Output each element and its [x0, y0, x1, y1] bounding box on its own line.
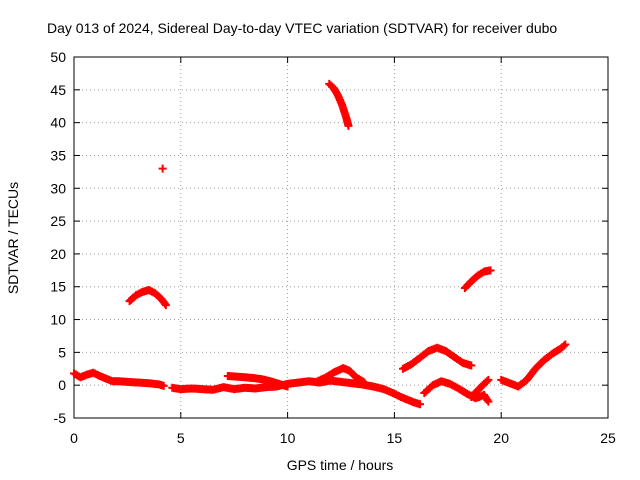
y-tick-label: 45 — [50, 82, 66, 98]
chart-title: Day 013 of 2024, Sidereal Day-to-day VTE… — [47, 20, 557, 36]
data-point-baseline-b — [416, 400, 425, 409]
data-point-bump-3h — [161, 301, 170, 310]
data-point-rise-19h — [482, 377, 491, 386]
y-tick-label: 0 — [58, 377, 66, 393]
y-tick-label: 10 — [50, 312, 66, 328]
data-points — [70, 79, 570, 409]
x-axis-title: GPS time / hours — [287, 457, 394, 473]
data-point-point-4h — [158, 164, 167, 173]
y-tick-label: 15 — [50, 279, 66, 295]
data-point-bump-3h — [160, 299, 169, 308]
y-tick-label: 20 — [50, 246, 66, 262]
y-tick-label: 25 — [50, 213, 66, 229]
plot-frame — [73, 56, 609, 419]
data-point-arc-12h — [344, 121, 353, 130]
x-tick-label: 20 — [493, 430, 509, 446]
y-tick-labels: -5 0 5 10 15 20 25 30 35 40 45 50 — [50, 49, 66, 426]
x-tick-labels: 0 5 10 15 20 25 — [70, 430, 616, 446]
x-tick-label: 10 — [280, 430, 296, 446]
data-point-rise-18h — [486, 266, 495, 275]
x-tick-label: 0 — [70, 430, 78, 446]
data-point-arc-17h — [467, 361, 476, 370]
y-tick-label: 5 — [58, 344, 66, 360]
data-point-baseline-a — [159, 381, 168, 390]
axis-ticks — [73, 56, 609, 419]
y-tick-label: 35 — [50, 147, 66, 163]
data-point-rise-22h — [559, 341, 568, 350]
data-point-arc-9h — [283, 382, 292, 391]
x-tick-label: 15 — [387, 430, 403, 446]
x-tick-label: 25 — [600, 430, 616, 446]
data-point-wiggle-18h — [484, 397, 493, 406]
y-tick-label: 50 — [50, 49, 66, 65]
data-point-hump-13h — [360, 378, 369, 387]
y-tick-label: -5 — [54, 410, 67, 426]
x-tick-label: 5 — [177, 430, 185, 446]
y-tick-label: 40 — [50, 115, 66, 131]
y-tick-label: 30 — [50, 180, 66, 196]
data-point-rise-22h — [561, 340, 570, 349]
data-point-rise-19h — [484, 375, 493, 384]
y-axis-title: SDTVAR / TECUs — [5, 182, 21, 294]
data-point-wiggle-18h — [483, 395, 492, 404]
